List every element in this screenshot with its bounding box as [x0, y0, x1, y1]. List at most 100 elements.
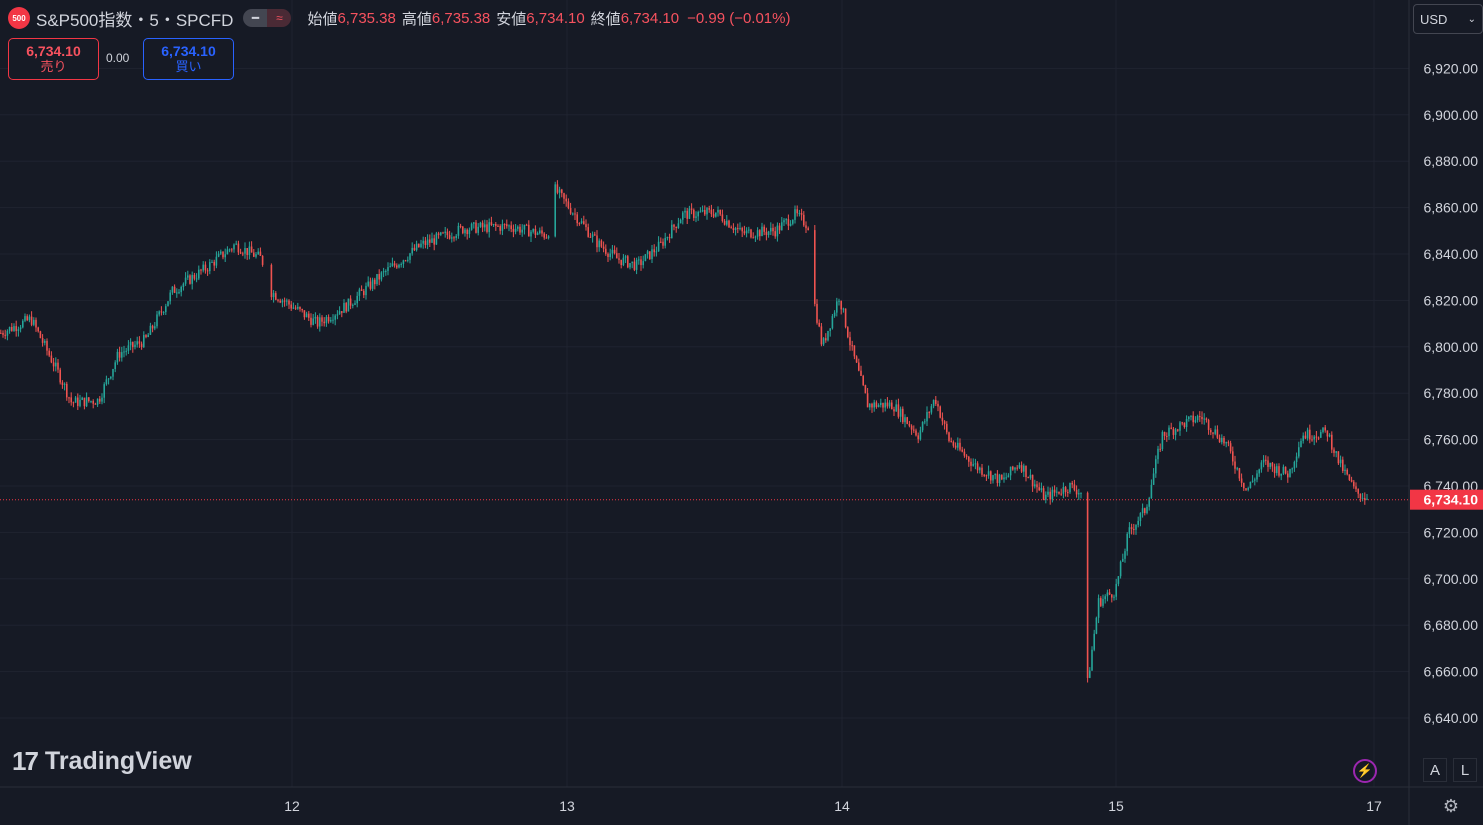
candle-body	[495, 224, 497, 226]
candle-body	[1111, 594, 1113, 598]
candle-body	[961, 449, 963, 452]
y-tick-label: 6,700.00	[1424, 571, 1479, 587]
candle-body	[343, 302, 345, 313]
candle-body	[453, 237, 455, 239]
time-axis[interactable]: 12 13 14 15 17	[284, 798, 1382, 814]
y-tick-label: 6,680.00	[1424, 617, 1479, 633]
candle-body	[305, 313, 308, 318]
candle-body	[842, 308, 845, 310]
candle-body	[1181, 422, 1183, 424]
candle-body	[794, 209, 796, 220]
currency-select[interactable]: USD ⌄	[1413, 4, 1483, 34]
candle-body	[17, 329, 20, 332]
candle-body	[1262, 459, 1265, 463]
candle-body	[897, 404, 900, 417]
candle-body	[41, 338, 44, 343]
candle-body	[668, 237, 671, 239]
candle-body	[767, 231, 770, 235]
candle-body	[369, 281, 372, 289]
candle-body	[88, 397, 90, 402]
candle-body	[869, 403, 871, 408]
candle-body	[917, 435, 919, 440]
candle-body	[1155, 459, 1157, 474]
candle-body	[950, 440, 952, 442]
candle-body	[360, 289, 363, 291]
candle-body	[1214, 429, 1216, 434]
price-axis[interactable]: 6,640.00 6,660.00 6,680.00 6,700.00 6,720.00…	[1424, 60, 1479, 726]
candle-body	[376, 274, 378, 285]
candle-body	[250, 246, 253, 253]
candle-body	[1258, 469, 1260, 474]
tradingview-watermark[interactable]: 17 TradingView	[12, 746, 192, 777]
candle-body	[138, 341, 141, 344]
candle-body	[708, 208, 710, 210]
symbol-title[interactable]: S&P500指数・5・SPCFD	[36, 10, 234, 30]
candle-body	[1280, 473, 1282, 476]
candle-body	[583, 221, 585, 225]
candle-body	[193, 274, 196, 279]
candle-body	[1119, 561, 1122, 577]
candle-body	[536, 233, 539, 235]
lightning-icon[interactable]: ⚡	[1353, 759, 1377, 783]
minus-icon[interactable]: ━	[243, 9, 268, 27]
candle-body	[1003, 477, 1005, 480]
candle-body	[242, 253, 244, 255]
candle-body	[446, 231, 449, 236]
sell-button[interactable]: 6,734.10 売り	[8, 38, 99, 80]
currency-label: USD	[1420, 11, 1448, 27]
candle-body	[455, 235, 457, 239]
candle-body	[1353, 481, 1355, 487]
candle-body	[1348, 474, 1351, 480]
candle-body	[569, 207, 572, 214]
candle-body	[85, 397, 88, 407]
candle-body	[354, 303, 356, 305]
candle-body	[1361, 498, 1364, 500]
candle-body	[378, 274, 380, 280]
candle-body	[393, 263, 396, 266]
candle-body	[657, 241, 660, 252]
candle-body	[1291, 468, 1293, 470]
candle-body	[732, 228, 735, 231]
candle-body	[217, 253, 220, 257]
candle-body	[6, 330, 9, 336]
candle-body	[1302, 435, 1304, 441]
candle-body	[741, 228, 743, 232]
y-tick-label: 6,840.00	[1424, 246, 1479, 262]
candle-body	[169, 292, 171, 302]
candle-body	[22, 320, 24, 328]
candle-body	[1009, 466, 1012, 476]
candle-body	[884, 402, 886, 408]
y-tick-label: 6,660.00	[1424, 664, 1479, 680]
candle-body	[1080, 492, 1082, 494]
buy-button[interactable]: 6,734.10 買い	[143, 38, 234, 80]
candle-body	[136, 341, 138, 345]
candle-body	[294, 307, 297, 309]
candle-body	[132, 341, 134, 348]
approx-icon[interactable]: ≈	[267, 9, 292, 27]
candle-body	[1049, 491, 1051, 500]
candle-body	[160, 311, 163, 313]
x-tick-label: 12	[284, 798, 300, 814]
candle-body	[79, 399, 81, 406]
candle-body	[299, 306, 301, 310]
symbol-logo[interactable]: 500	[8, 7, 30, 29]
log-scale-button[interactable]: L	[1453, 758, 1477, 782]
candle-body	[118, 351, 121, 358]
candle-body	[1282, 466, 1285, 474]
candle-body	[1366, 498, 1368, 500]
candle-body	[1174, 429, 1177, 435]
candle-body	[1177, 429, 1179, 431]
candle-body	[1062, 487, 1065, 494]
settings-gear-icon[interactable]: ⚙	[1442, 795, 1460, 816]
legend-toggle[interactable]: ━ ≈	[243, 9, 292, 27]
candle-body	[1157, 448, 1159, 460]
candle-body	[754, 236, 757, 238]
auto-scale-button[interactable]: A	[1423, 758, 1447, 782]
candle-body	[110, 376, 112, 379]
candle-body	[1185, 419, 1188, 428]
candle-body	[448, 235, 451, 239]
x-tick-label: 14	[834, 798, 850, 814]
candle-body	[1161, 431, 1164, 450]
